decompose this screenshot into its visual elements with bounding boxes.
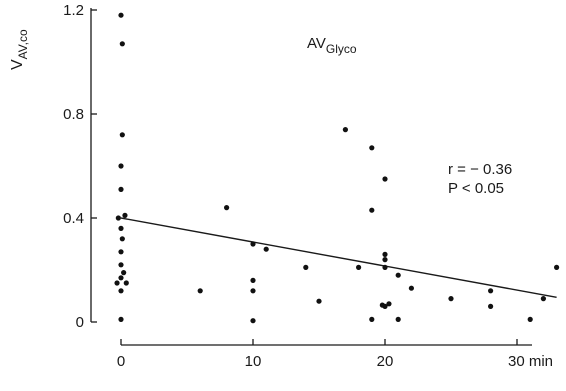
data-point [121,270,127,276]
p-value: P < 0.05 [448,180,504,197]
data-point [303,264,309,270]
data-point [118,225,124,231]
data-point [224,205,230,211]
y-tick-label: 0.4 [63,210,84,227]
x-tick-label: 20 [377,353,394,370]
data-point [118,249,124,255]
data-point [250,318,256,324]
data-point [369,145,375,151]
x-axis-ticks: 0 10 20 30 min [117,339,553,370]
data-point [250,241,256,247]
data-point [382,251,388,257]
data-point [118,316,124,322]
series-annotation: AVGlyco [307,35,357,56]
data-point [123,280,129,286]
data-point [395,316,401,322]
data-point [540,296,547,302]
data-point [263,246,269,252]
data-point [118,275,124,281]
data-point [527,316,533,322]
data-point [250,277,256,283]
data-point [488,303,494,309]
data-point [119,41,125,47]
y-axis-ticks: 0 0.4 0.8 1.2 [63,2,97,331]
data-point [382,257,388,263]
data-points [114,12,560,324]
data-point [379,302,385,308]
data-point [386,301,392,307]
data-point [118,262,124,268]
data-point [408,285,414,291]
data-point [395,272,401,278]
regression-line [120,217,557,298]
data-point [369,207,375,213]
correlation-coefficient: r = − 0.36 [448,161,512,178]
data-point [118,163,124,169]
data-point [356,264,362,270]
series-annotation-sub: Glyco [326,42,357,56]
data-point [554,264,560,270]
data-point [197,288,203,294]
y-tick-label: 1.2 [63,2,84,19]
data-point [118,186,124,192]
x-tick-label: 30 min [508,353,553,370]
data-point [119,132,125,138]
data-point [118,288,124,294]
x-tick-label: 10 [245,353,262,370]
data-point [369,316,375,322]
y-axis-title-sub: AV,co [16,29,30,59]
data-point [382,176,388,182]
series-annotation-main: AV [307,35,326,52]
data-point [122,212,128,218]
x-tick-label: 0 [117,353,125,370]
svg-text:VAV,co: VAV,co [9,29,30,70]
data-point [448,296,454,302]
data-point [316,298,322,304]
data-point [250,288,256,294]
data-point [114,280,120,286]
y-axis-title-main: V [9,59,26,70]
data-point [119,236,125,242]
data-point [488,288,494,294]
data-point [115,215,121,221]
y-axis-title: VAV,co [9,29,30,70]
data-point [382,264,388,270]
y-tick-label: 0 [76,314,84,331]
data-point [118,12,124,18]
y-tick-label: 0.8 [63,106,84,123]
data-point [342,127,348,133]
